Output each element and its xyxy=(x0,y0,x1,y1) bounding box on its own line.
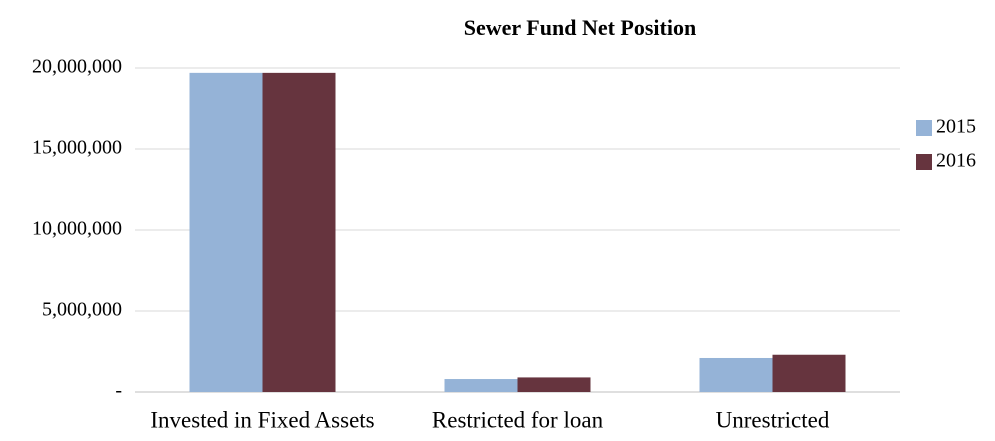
y-tick-label: 10,000,000 xyxy=(32,218,122,240)
legend-label: 2016 xyxy=(936,150,976,172)
bar xyxy=(699,357,773,392)
y-tick-label: 15,000,000 xyxy=(32,137,122,159)
chart-title: Sewer Fund Net Position xyxy=(464,15,696,40)
y-tick-label: - xyxy=(115,380,122,402)
y-tick-label: 20,000,000 xyxy=(32,56,122,78)
bar xyxy=(444,379,518,392)
x-tick-label: Restricted for loan xyxy=(432,407,604,432)
y-tick-label: 5,000,000 xyxy=(42,299,122,321)
bar xyxy=(772,354,846,392)
x-tick-label: Invested in Fixed Assets xyxy=(150,407,374,432)
legend-swatch xyxy=(916,154,932,170)
legend-label: 2015 xyxy=(936,116,976,138)
bar xyxy=(189,72,263,393)
bar xyxy=(517,377,591,392)
bar xyxy=(262,72,336,393)
x-tick-label: Unrestricted xyxy=(716,407,830,432)
legend-swatch xyxy=(916,120,932,136)
